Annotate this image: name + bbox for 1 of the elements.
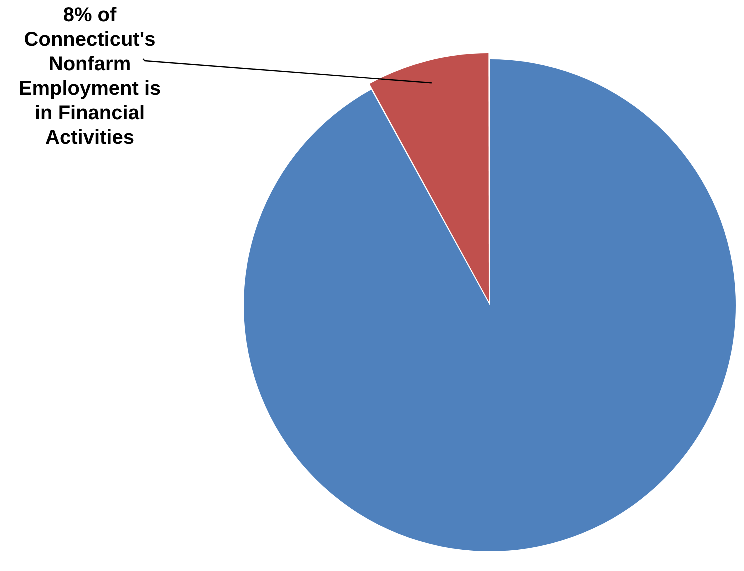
slice-label: 8% of Connecticut's Nonfarm Employment is in Financial Activities	[18, 4, 162, 150]
